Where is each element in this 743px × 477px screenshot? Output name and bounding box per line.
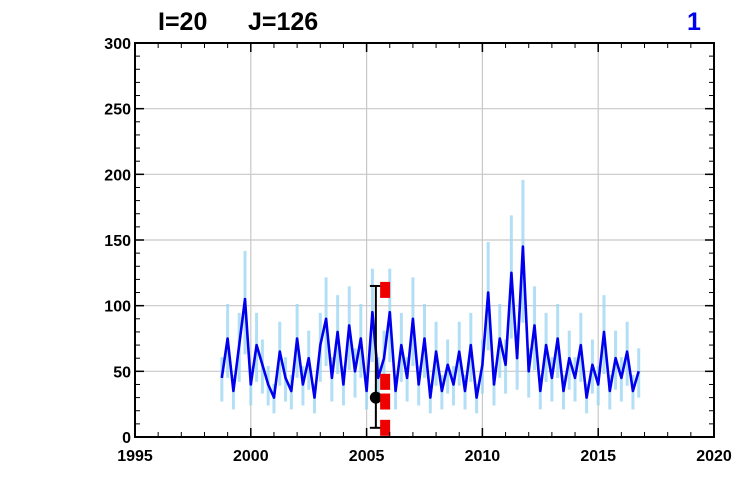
x-tick-label: 2020 (696, 448, 732, 465)
y-tick-label: 0 (122, 430, 131, 447)
x-tick-label: 2015 (580, 448, 616, 465)
y-tick-label: 300 (104, 36, 131, 53)
i-index-label: I=20 (158, 8, 208, 36)
x-tick-label: 2000 (233, 448, 269, 465)
x-axis-tick-labels: 1995 2000 2005 2010 2015 2020 (117, 448, 732, 465)
red-square-marker (380, 281, 391, 298)
red-square-marker (380, 393, 391, 410)
y-tick-label: 50 (113, 364, 131, 381)
markers-group (369, 281, 391, 436)
y-tick-label: 250 (104, 102, 131, 119)
series-line-group (220, 245, 640, 399)
y-axis-tick-labels: 0 50 100 150 200 250 300 (104, 36, 131, 447)
y-tick-label: 200 (104, 167, 131, 184)
y-tick-label: 150 (104, 233, 131, 250)
x-tick-label: 1995 (117, 448, 153, 465)
j-index-label: J=126 (248, 8, 319, 36)
axis-ticks (134, 42, 715, 438)
panel-number: 1 (687, 8, 701, 36)
series-line (220, 245, 640, 399)
mean-point (369, 391, 382, 404)
red-square-marker (380, 373, 391, 390)
x-tick-label: 2005 (349, 448, 385, 465)
x-tick-label: 2010 (465, 448, 501, 465)
y-tick-label: 100 (104, 299, 131, 316)
red-square-marker (380, 419, 391, 436)
